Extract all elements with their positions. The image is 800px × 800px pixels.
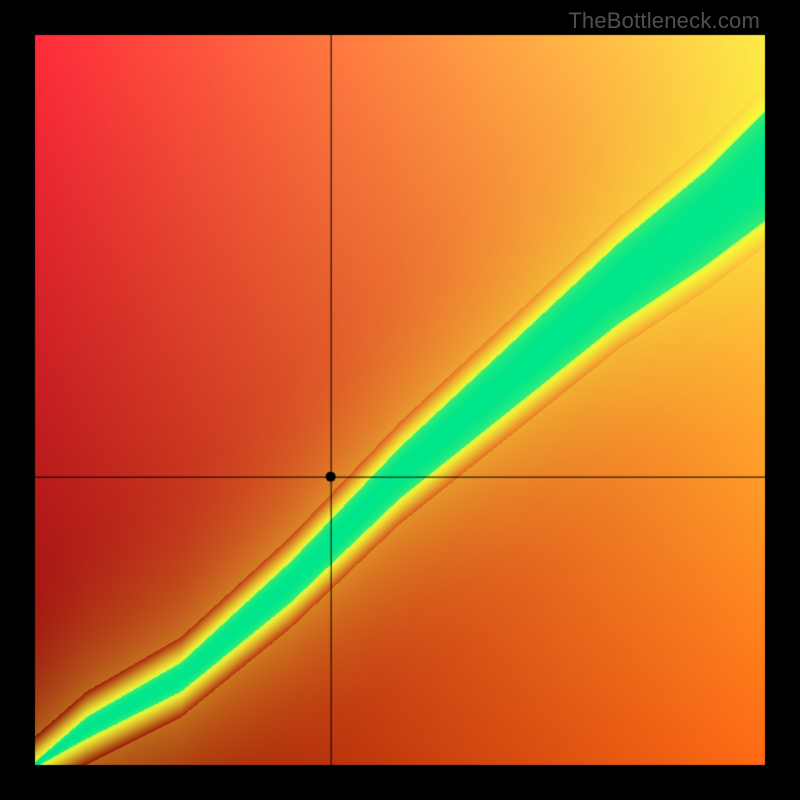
watermark-text: TheBottleneck.com [568, 8, 760, 34]
heatmap-canvas [0, 0, 800, 800]
chart-container [0, 0, 800, 800]
